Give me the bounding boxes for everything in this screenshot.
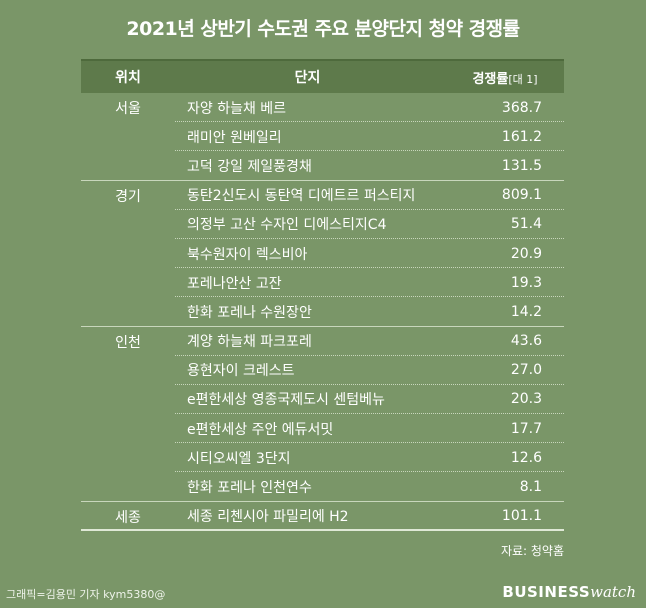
table-header: 위치 단지 경쟁률[대 1] (81, 59, 564, 93)
region-cell (81, 239, 175, 244)
row-divider (175, 354, 564, 356)
name-cell: 용현자이 크레스트 (187, 363, 295, 380)
name-cell: e편한세상 주안 에듀서밋 (187, 421, 334, 438)
region-cell (81, 385, 175, 390)
table-row: 래미안 원베일리 161.2 (81, 122, 564, 152)
graphic-credit: 그래픽=김용민 기자 kym5380@ (6, 588, 166, 601)
header-name: 단지 (294, 70, 321, 86)
name-cell: 북수원자이 렉스비아 (187, 246, 308, 263)
table-row: e편한세상 영종국제도시 센텀베뉴 20.3 (81, 385, 564, 415)
name-cell: 래미안 원베일리 (187, 129, 282, 146)
value-cell: 14.2 (510, 303, 542, 320)
name-cell: 시티오씨엘 3단지 (187, 450, 291, 467)
header-unit: [대 1] (508, 72, 538, 86)
name-cell: 의정부 고산 수자인 디에스티지C4 (187, 217, 387, 234)
value-cell: 12.6 (510, 449, 542, 466)
table-row: 포레나안산 고잔 19.3 (81, 268, 564, 298)
value-cell: 8.1 (519, 479, 542, 496)
table-row: 고덕 강일 제일풍경채 131.5 (81, 151, 564, 181)
name-cell: 고덕 강일 제일풍경채 (187, 158, 312, 175)
row-divider (175, 471, 564, 473)
table-row: 의정부 고산 수자인 디에스티지C4 51.4 (81, 210, 564, 239)
row-divider (175, 442, 564, 444)
row-divider (175, 208, 564, 210)
region-cell (81, 472, 175, 477)
table-row: 경기 동탄2신도시 동탄역 디에트르 퍼스티지 809.1 (81, 181, 564, 210)
name-cell: 자양 하늘채 베르 (187, 100, 287, 117)
table-body: 서울 자양 하늘채 베르 368.7 래미안 원베일리 161.2 고덕 강일 … (81, 93, 564, 531)
source-note: 자료: 청약홈 (500, 544, 564, 558)
table-row: e편한세상 주안 에듀서밋 17.7 (81, 414, 564, 444)
region-cell: 경기 (115, 188, 141, 205)
table-row: 서울 자양 하늘채 베르 368.7 (81, 93, 564, 123)
table-row: 한화 포레나 인천연수 8.1 (81, 472, 564, 502)
footer: 그래픽=김용민 기자 kym5380@ BUSINESSwatch (0, 581, 646, 608)
header-rate: 경쟁률[대 1] (440, 68, 564, 87)
value-cell: 809.1 (501, 187, 542, 204)
value-cell: 43.6 (510, 333, 542, 350)
region-cell (81, 210, 175, 215)
row-divider (175, 413, 564, 415)
logo-script-text: watch (590, 583, 636, 601)
region-cell (81, 414, 175, 419)
name-cell: 포레나안산 고잔 (187, 275, 282, 292)
name-cell: 한화 포레나 수원장안 (187, 304, 312, 321)
value-cell: 20.9 (510, 245, 542, 262)
table-row: 북수원자이 렉스비아 20.9 (81, 239, 564, 269)
table-row: 시티오씨엘 3단지 12.6 (81, 443, 564, 473)
brand-logo: BUSINESSwatch (502, 583, 636, 601)
value-cell: 19.3 (510, 274, 542, 291)
table-row: 세종 세종 리첸시아 파밀리에 H2 101.1 (81, 502, 564, 531)
region-cell: 서울 (115, 101, 141, 117)
region-cell (81, 443, 175, 448)
header-region: 위치 (115, 70, 141, 86)
table-row: 한화 포레나 수원장안 14.2 (81, 297, 564, 327)
value-cell: 27.0 (510, 362, 542, 379)
header-rate-label: 경쟁률 (472, 71, 509, 87)
row-divider (175, 237, 564, 239)
table-row: 인천 계양 하늘채 파크포레 43.6 (81, 327, 564, 356)
value-cell: 161.2 (501, 128, 542, 145)
region-cell (81, 297, 175, 302)
row-divider (175, 267, 564, 269)
group-divider (81, 500, 564, 502)
name-cell: 동탄2신도시 동탄역 디에트르 퍼스티지 (187, 188, 416, 205)
value-cell: 101.1 (501, 508, 542, 525)
value-cell: 17.7 (510, 420, 542, 437)
page-title: 2021년 상반기 수도권 주요 분양단지 청약 경쟁률 (126, 18, 520, 40)
row-divider (175, 121, 564, 123)
group-divider (81, 325, 564, 327)
name-cell: 세종 리첸시아 파밀리에 H2 (187, 509, 349, 526)
table-row: 용현자이 크레스트 27.0 (81, 356, 564, 385)
value-cell: 51.4 (510, 216, 542, 233)
region-cell (81, 151, 175, 156)
logo-bold-text: BUSINESS (502, 583, 591, 601)
group-divider (81, 179, 564, 181)
value-cell: 20.3 (510, 391, 542, 408)
value-cell: 368.7 (501, 99, 542, 116)
region-cell: 인천 (115, 334, 141, 351)
row-divider (175, 296, 564, 298)
region-cell (81, 356, 175, 361)
value-cell: 131.5 (501, 157, 542, 174)
region-cell (81, 268, 175, 273)
row-divider (175, 383, 564, 385)
region-cell: 세종 (115, 509, 141, 526)
region-cell (81, 122, 175, 127)
table-bottom-border (81, 528, 564, 531)
row-divider (175, 150, 564, 152)
name-cell: e편한세상 영종국제도시 센텀베뉴 (187, 392, 385, 409)
name-cell: 계양 하늘채 파크포레 (187, 334, 312, 351)
name-cell: 한화 포레나 인천연수 (187, 480, 312, 497)
